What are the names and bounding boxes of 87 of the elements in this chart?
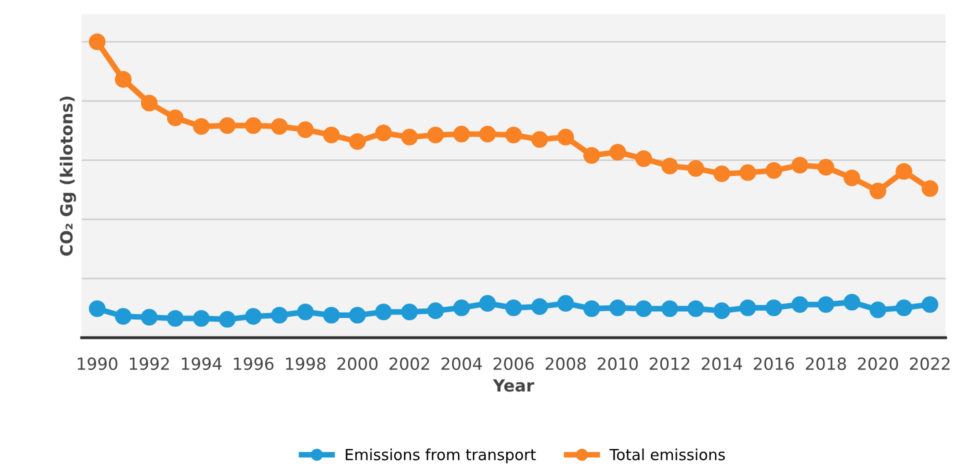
point — [479, 126, 496, 142]
x-tick-label: 2002 — [390, 357, 430, 370]
point — [766, 162, 782, 179]
x-tick-label: 2000 — [337, 357, 378, 370]
point — [766, 299, 782, 316]
point — [375, 124, 392, 142]
x-tick-label: 2008 — [546, 357, 586, 370]
point — [792, 156, 808, 174]
x-tick-label: 1990 — [78, 357, 118, 370]
x-tick-label: 2022 — [910, 357, 950, 370]
point — [635, 150, 652, 168]
point — [531, 298, 548, 315]
point — [609, 299, 626, 316]
point — [687, 300, 704, 318]
point — [453, 126, 470, 142]
point — [739, 164, 756, 181]
point — [349, 133, 366, 150]
x-tick-label: 1998 — [286, 357, 326, 370]
point — [271, 306, 288, 324]
point — [245, 308, 262, 325]
point — [114, 71, 132, 88]
point — [349, 306, 366, 324]
x-tick-label: 2012 — [650, 357, 690, 370]
point — [531, 131, 548, 148]
legend-label: Total emissions — [609, 448, 725, 460]
x-tick-label: 2014 — [702, 357, 742, 370]
point — [505, 299, 522, 316]
point — [219, 311, 236, 328]
point — [401, 128, 418, 146]
x-tick-label: 1992 — [130, 357, 169, 370]
x-tick-label: 1994 — [182, 357, 222, 370]
point — [896, 163, 912, 180]
point — [427, 126, 444, 144]
point — [609, 144, 626, 161]
legend-label: Emissions from transport — [346, 448, 536, 464]
x-tick-label: 2016 — [754, 357, 794, 370]
point — [713, 165, 730, 182]
point — [166, 110, 184, 126]
point — [870, 182, 886, 200]
point — [375, 304, 392, 320]
point — [844, 170, 860, 186]
point — [635, 300, 652, 318]
point — [479, 295, 496, 312]
point — [245, 117, 262, 134]
point — [401, 304, 418, 320]
point — [661, 300, 678, 318]
y-axis-title: CO₂ Gg (kilotons) — [60, 96, 76, 256]
point — [323, 126, 340, 144]
x-tick-label: 2010 — [598, 357, 638, 370]
point — [818, 158, 834, 176]
point — [792, 296, 808, 313]
point — [88, 300, 106, 318]
x-tick-label: 1996 — [234, 357, 274, 370]
point — [140, 94, 158, 112]
point — [818, 296, 834, 313]
point — [114, 308, 132, 325]
point — [844, 294, 860, 311]
point — [271, 118, 288, 135]
point — [166, 310, 184, 327]
point — [297, 121, 314, 138]
point — [192, 118, 210, 135]
point — [713, 302, 730, 320]
point — [192, 310, 210, 327]
point — [896, 299, 912, 316]
point — [661, 158, 678, 174]
point — [140, 308, 158, 326]
x-tick-label: 2004 — [442, 357, 482, 370]
point — [297, 304, 314, 320]
x-tick-label: 2020 — [858, 357, 898, 370]
point — [583, 300, 600, 318]
x-axis-title: Year — [492, 379, 534, 392]
x-tick-label: 2006 — [494, 357, 534, 370]
point — [687, 160, 704, 177]
point — [922, 296, 938, 313]
point — [557, 128, 574, 146]
point — [323, 306, 340, 324]
point — [219, 117, 236, 134]
point — [453, 299, 470, 316]
x-tick-label: 2018 — [806, 357, 846, 370]
point — [88, 33, 106, 50]
point — [427, 302, 444, 320]
point — [922, 180, 938, 197]
point — [583, 147, 600, 164]
point — [505, 126, 522, 144]
point — [557, 295, 574, 312]
point — [739, 299, 756, 316]
point — [870, 302, 886, 318]
